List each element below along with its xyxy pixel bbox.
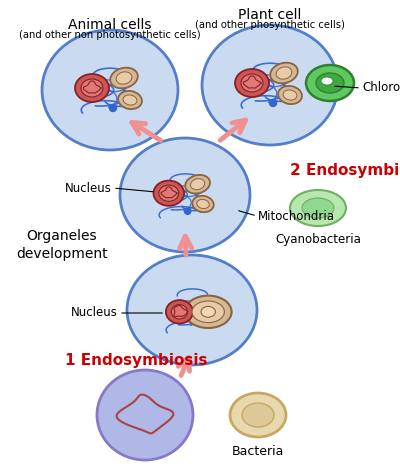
- Ellipse shape: [192, 301, 224, 322]
- Text: Nucleus: Nucleus: [65, 181, 112, 195]
- Ellipse shape: [42, 30, 178, 150]
- Text: Plant cell: Plant cell: [238, 8, 302, 22]
- Ellipse shape: [190, 179, 205, 190]
- Ellipse shape: [283, 90, 297, 100]
- Circle shape: [110, 104, 116, 111]
- Ellipse shape: [201, 306, 215, 317]
- Ellipse shape: [302, 198, 334, 218]
- Ellipse shape: [120, 138, 250, 252]
- Ellipse shape: [197, 199, 209, 209]
- Ellipse shape: [276, 67, 292, 79]
- Ellipse shape: [192, 196, 214, 212]
- Circle shape: [270, 100, 276, 107]
- Text: (and other phosynthetic cells): (and other phosynthetic cells): [195, 20, 345, 30]
- Text: Organeles
development: Organeles development: [16, 229, 108, 261]
- Ellipse shape: [278, 86, 302, 104]
- Ellipse shape: [171, 305, 188, 319]
- Ellipse shape: [241, 74, 263, 92]
- Text: 1 Endosymbiosis: 1 Endosymbiosis: [65, 352, 208, 368]
- Ellipse shape: [97, 370, 193, 460]
- Circle shape: [184, 208, 191, 214]
- Ellipse shape: [185, 175, 210, 194]
- Ellipse shape: [306, 65, 354, 101]
- Ellipse shape: [235, 69, 269, 97]
- Ellipse shape: [270, 63, 298, 83]
- Text: Nucleus: Nucleus: [71, 306, 118, 320]
- Ellipse shape: [116, 72, 132, 84]
- Ellipse shape: [123, 95, 137, 105]
- Ellipse shape: [110, 68, 138, 88]
- Text: Chloroplast: Chloroplast: [362, 81, 400, 94]
- Ellipse shape: [154, 180, 184, 206]
- Ellipse shape: [127, 255, 257, 365]
- Ellipse shape: [230, 393, 286, 437]
- Ellipse shape: [166, 300, 193, 323]
- Ellipse shape: [75, 74, 109, 102]
- Text: Mitochondria: Mitochondria: [258, 210, 335, 222]
- Ellipse shape: [242, 403, 274, 427]
- Text: 2 Endosymbiosis: 2 Endosymbiosis: [290, 163, 400, 178]
- Text: (and other non photosynthetic cells): (and other non photosynthetic cells): [19, 30, 201, 40]
- Ellipse shape: [316, 73, 344, 93]
- Ellipse shape: [81, 79, 103, 97]
- Ellipse shape: [118, 91, 142, 109]
- Text: Cyanobacteria: Cyanobacteria: [275, 233, 361, 246]
- Text: Animal cells: Animal cells: [68, 18, 152, 32]
- Ellipse shape: [290, 190, 346, 226]
- Ellipse shape: [202, 25, 338, 145]
- Ellipse shape: [159, 185, 179, 201]
- Ellipse shape: [321, 77, 333, 85]
- Ellipse shape: [185, 296, 232, 328]
- Text: Bacteria: Bacteria: [232, 445, 284, 458]
